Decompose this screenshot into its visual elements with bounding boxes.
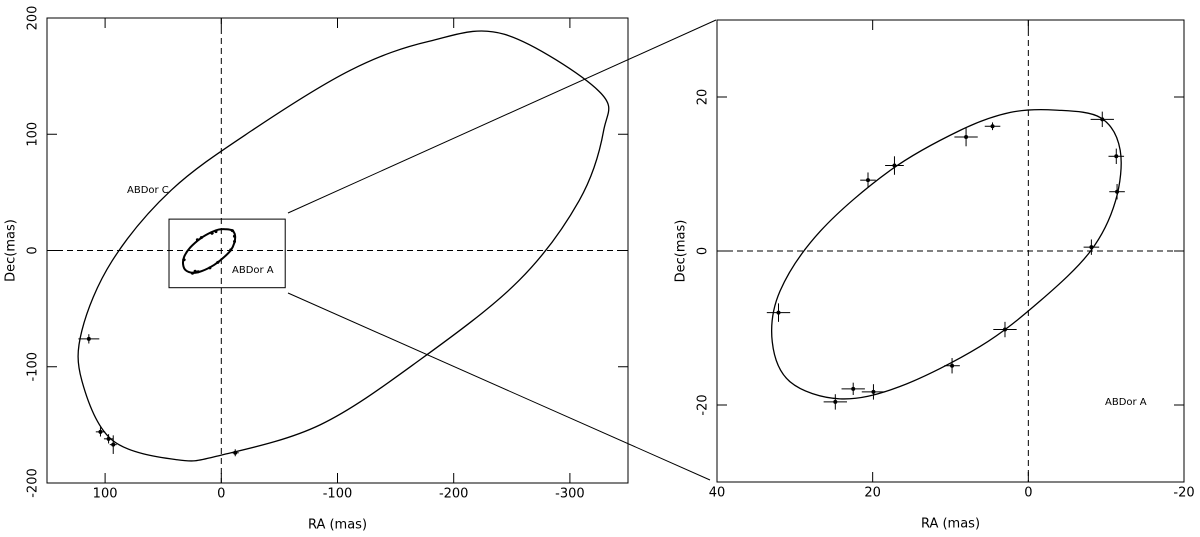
data-point [990, 124, 995, 129]
x-axis-label: RA (mas) [308, 518, 367, 533]
y-axis-label: Dec(mas) [4, 219, 19, 282]
x-tick-label: -300 [555, 487, 585, 502]
zoom-connector [287, 19, 717, 214]
x-tick-label: 40 [709, 486, 726, 501]
data-point [232, 234, 236, 238]
data-point [86, 336, 91, 341]
data-point [851, 386, 856, 391]
data-point [892, 163, 897, 168]
data-point [210, 231, 214, 235]
x-tick-label: -100 [323, 487, 353, 502]
data-point [199, 236, 203, 240]
inset-box [168, 218, 286, 289]
y-tick-label: 0 [696, 247, 711, 255]
y-tick-label: -20 [696, 394, 711, 415]
annotation: ABDor A [1105, 397, 1147, 408]
orbit [77, 30, 610, 462]
data-point [865, 178, 870, 183]
data-point [195, 238, 199, 242]
data-point [111, 442, 116, 447]
annotation: ABDor C [127, 185, 169, 196]
x-tick-label: -200 [439, 487, 469, 502]
data-point [216, 260, 220, 264]
x-axis-label: RA (mas) [921, 517, 980, 532]
x-tick-label: 20 [864, 486, 881, 501]
annotation: ABDor A [232, 265, 274, 276]
data-point [182, 258, 186, 262]
y-tick-label: 200 [26, 6, 41, 31]
data-point [193, 269, 197, 273]
orbit [770, 108, 1122, 400]
data-point [1002, 327, 1007, 332]
data-point [196, 270, 200, 274]
data-point [1100, 117, 1105, 122]
y-tick-label: -200 [26, 468, 41, 498]
data-point [98, 429, 103, 434]
y-axis-label: Dec(mas) [674, 220, 689, 283]
x-tick-label: -20 [1173, 486, 1194, 501]
x-tick-label: 0 [217, 487, 225, 502]
data-point [776, 310, 781, 315]
y-tick-label: 100 [26, 122, 41, 147]
data-point [833, 399, 838, 404]
data-point [950, 363, 955, 368]
data-point [233, 450, 238, 455]
data-point [1114, 154, 1119, 159]
y-tick-label: -100 [26, 352, 41, 382]
y-tick-label: 0 [26, 246, 41, 254]
data-point [1115, 189, 1120, 194]
x-tick-label: 0 [1024, 486, 1032, 501]
data-point [106, 436, 111, 441]
data-point [233, 240, 237, 244]
data-point [190, 271, 194, 275]
zoom-connector [287, 292, 711, 481]
data-point [964, 135, 969, 140]
data-point [871, 389, 876, 394]
data-point [230, 229, 234, 233]
data-point [214, 230, 218, 234]
data-point [229, 248, 233, 252]
x-tick-label: 100 [93, 487, 118, 502]
y-tick-label: 20 [696, 89, 711, 106]
data-point [1089, 245, 1094, 250]
data-point [208, 266, 212, 270]
